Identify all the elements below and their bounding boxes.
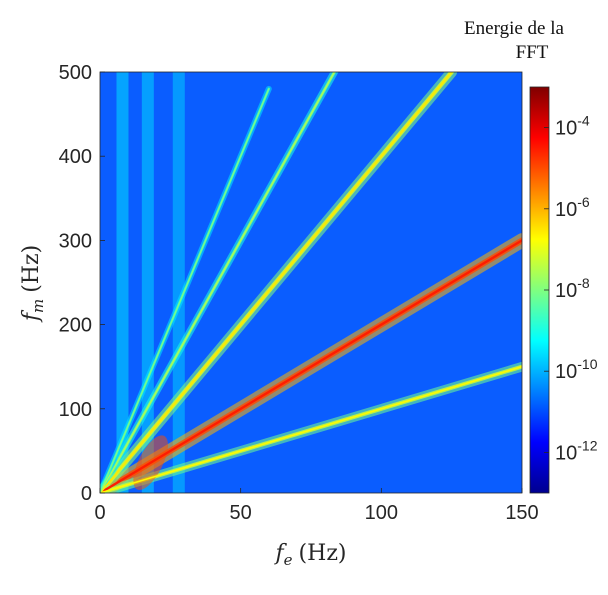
x-tick-label: 50 xyxy=(230,502,252,524)
ridge-line xyxy=(100,72,336,493)
x-tick-label: 0 xyxy=(94,502,105,524)
colorbar-title-line2: FFT xyxy=(516,42,549,63)
colorbar-tick-label: 10-10 xyxy=(555,356,598,383)
ridge-line xyxy=(100,72,453,493)
plot-frame xyxy=(99,71,523,494)
x-tick-label: 100 xyxy=(365,502,398,524)
colorbar-tick-label: 10-4 xyxy=(555,113,590,140)
y-tick-label: 500 xyxy=(59,62,92,84)
colorbar: Energie de la FFT 10-4 10-6 10-8 10-10 10-12 xyxy=(464,18,598,494)
ridge-lines xyxy=(100,72,522,493)
heatmap-plot-area xyxy=(99,71,523,494)
x-axis-label: fe (Hz) xyxy=(274,541,347,569)
y-axis-ticks: 0 100 200 300 400 500 xyxy=(59,62,105,505)
x-axis-ticks: 0 50 100 150 xyxy=(94,488,539,524)
x-tick-label: 150 xyxy=(505,502,538,524)
vertical-band xyxy=(116,72,129,493)
vertical-band xyxy=(172,72,185,493)
y-tick-label: 400 xyxy=(59,146,92,168)
y-tick-label: 200 xyxy=(59,315,92,337)
colorbar-title-line1: Energie de la xyxy=(464,18,564,39)
colorbar-tick-label: 10-8 xyxy=(555,275,590,302)
colorbar-tick-label: 10-12 xyxy=(555,437,598,464)
y-axis-label: fm(Hz) xyxy=(19,245,47,323)
ridge-line xyxy=(100,365,522,493)
colorbar-ticks: 10-4 10-6 10-8 10-10 10-12 xyxy=(544,113,598,464)
y-tick-label: 0 xyxy=(81,483,92,505)
ridge-line xyxy=(100,88,270,493)
ridge-line xyxy=(100,239,522,493)
y-tick-label: 300 xyxy=(59,230,92,252)
y-tick-label: 100 xyxy=(59,399,92,421)
colorbar-tick-label: 10-6 xyxy=(555,194,590,221)
